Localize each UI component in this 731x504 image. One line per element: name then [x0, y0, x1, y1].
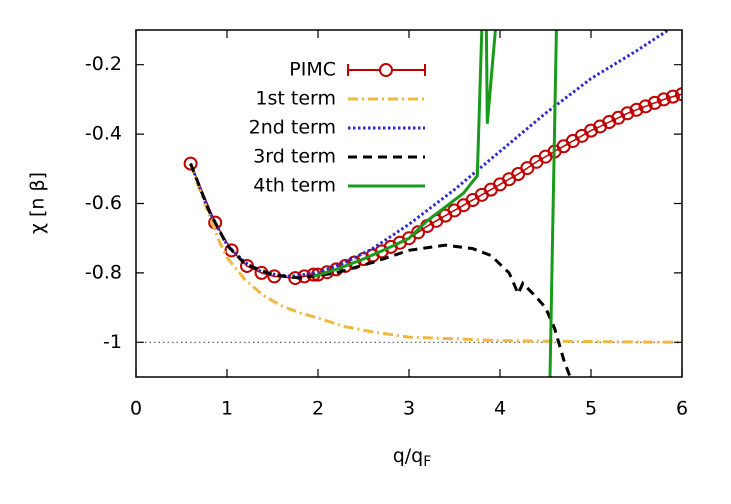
- x-tick-label: 6: [676, 398, 688, 420]
- data-point: [675, 87, 682, 102]
- legend-label: 3rd term: [253, 146, 336, 168]
- x-tick-label: 3: [403, 398, 415, 420]
- plot-area: [136, 30, 682, 377]
- data-point: [638, 99, 653, 114]
- x-tick-label: 5: [585, 398, 597, 420]
- x-tick-label: 1: [221, 398, 233, 420]
- legend-label: 4th term: [253, 175, 336, 197]
- series-line: [313, 30, 558, 377]
- y-tick-label: -0.8: [85, 261, 122, 283]
- data-point: [224, 243, 239, 258]
- legend-marker: [379, 63, 393, 77]
- series-line: [189, 163, 572, 377]
- data-point: [629, 102, 644, 117]
- data-point: [656, 92, 671, 107]
- data-point: [320, 265, 335, 280]
- data-point: [620, 106, 635, 121]
- legend-caps: [347, 64, 426, 76]
- data-point: [665, 89, 680, 104]
- series-line: [189, 30, 670, 278]
- y-tick-label: -1: [103, 331, 122, 353]
- data-point: [329, 262, 344, 277]
- legend-label: 1st term: [255, 88, 336, 110]
- y-tick-label: -0.6: [85, 192, 122, 214]
- x-label-sub: F: [423, 454, 431, 470]
- y-axis-label: χ [n β]: [27, 172, 49, 234]
- data-point: [183, 156, 198, 171]
- x-tick-label: 0: [130, 398, 142, 420]
- legend-label: 2nd term: [249, 117, 336, 139]
- data-point: [647, 95, 662, 110]
- series-line: [189, 163, 682, 344]
- y-tick-label: -0.2: [85, 53, 122, 75]
- x-tick-label: 4: [494, 398, 506, 420]
- y-tick-label: -0.4: [85, 123, 122, 145]
- x-tick-label: 2: [312, 398, 324, 420]
- legend-label: PIMC: [289, 59, 336, 81]
- plot-frame: [135, 29, 683, 378]
- x-axis-label: q/qF: [393, 445, 432, 471]
- x-label-main: q/q: [393, 445, 424, 467]
- data-point: [338, 258, 353, 273]
